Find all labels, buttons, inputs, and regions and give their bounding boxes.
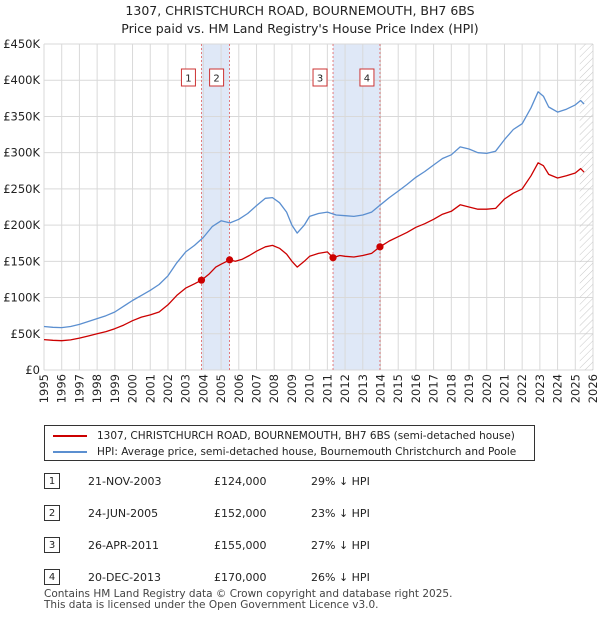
y-tick-label: £50K xyxy=(11,327,41,341)
y-tick-label: £0 xyxy=(25,363,40,377)
x-tick-label: 2020 xyxy=(480,374,494,403)
sale-hpi-diff: 26% ↓ HPI xyxy=(311,571,370,584)
x-tick-label: 2017 xyxy=(427,374,441,403)
x-tick-label: 2022 xyxy=(515,374,529,403)
x-tick-label: 2010 xyxy=(303,374,317,403)
x-tick-label: 1998 xyxy=(90,374,104,403)
sale-price: £152,000 xyxy=(214,507,267,520)
sale-price: £124,000 xyxy=(214,475,267,488)
sale-hpi-diff: 29% ↓ HPI xyxy=(311,475,370,488)
x-tick-label: 2009 xyxy=(285,374,299,403)
legend-swatch-blue xyxy=(53,451,87,453)
x-tick-label: 2016 xyxy=(409,374,423,403)
sale-number-badge: 4 xyxy=(44,569,60,585)
sale-price: £170,000 xyxy=(214,571,267,584)
sale-marker xyxy=(225,256,234,264)
x-tick-label: 2004 xyxy=(196,374,210,403)
y-tick-label: £150K xyxy=(3,254,40,268)
x-tick-label: 2021 xyxy=(497,374,511,403)
sale-marker xyxy=(376,243,384,251)
sale-label-box xyxy=(209,68,225,87)
chart-title: 1307, CHRISTCHURCH ROAD, BOURNEMOUTH, BH… xyxy=(0,2,600,38)
x-tick-label: 2007 xyxy=(250,374,264,403)
sale-row: 2 24-JUN-2005 £152,000 23% ↓ HPI xyxy=(44,504,444,524)
x-tick-label: 2015 xyxy=(391,374,405,403)
sale-label-number: 3 xyxy=(317,74,323,85)
x-tick-label: 2002 xyxy=(161,374,175,403)
sale-row: 1 21-NOV-2003 £124,000 29% ↓ HPI xyxy=(44,472,444,492)
sale-marker xyxy=(329,254,337,262)
y-tick-label: £250K xyxy=(3,182,40,196)
x-tick-label: 2008 xyxy=(267,374,281,403)
y-tick-label: £450K xyxy=(3,37,40,51)
holding-period-band xyxy=(201,44,230,370)
sale-row: 3 26-APR-2011 £155,000 27% ↓ HPI xyxy=(44,536,444,556)
y-tick-label: £100K xyxy=(3,291,40,305)
sale-number-badge: 2 xyxy=(44,505,60,521)
sale-hpi-diff: 27% ↓ HPI xyxy=(311,539,370,552)
x-tick-label: 2024 xyxy=(551,374,565,403)
x-tick-label: 2000 xyxy=(126,374,140,403)
price-chart: 1 2 3 4 £0 £50K £100K £150K £200K £250K £300K £350… xyxy=(3,37,600,403)
sale-date: 26-APR-2011 xyxy=(88,539,160,552)
x-tick-label: 2025 xyxy=(568,374,582,403)
x-tick-label: 2013 xyxy=(356,374,370,403)
property-price-line xyxy=(43,162,585,342)
sale-label-number: 2 xyxy=(213,74,219,85)
y-tick-label: £200K xyxy=(3,218,40,232)
x-tick-label: 2003 xyxy=(179,374,193,403)
x-tick-label: 1995 xyxy=(37,374,51,403)
y-tick-label: £400K xyxy=(3,73,40,87)
x-tick-label: 2006 xyxy=(232,374,246,403)
x-tick-label: 1996 xyxy=(55,374,69,403)
sale-date: 21-NOV-2003 xyxy=(88,475,162,488)
footer-licence: This data is licensed under the Open Gov… xyxy=(44,599,379,611)
legend-swatch-red xyxy=(53,435,87,437)
footer-copyright: Contains HM Land Registry data © Crown c… xyxy=(44,588,453,600)
sale-hpi-diff: 23% ↓ HPI xyxy=(311,507,370,520)
x-tick-label: 2019 xyxy=(462,374,476,403)
x-tick-label: 2011 xyxy=(320,374,334,403)
forecast-hatch xyxy=(579,44,593,370)
x-tick-label: 1997 xyxy=(72,374,86,403)
x-tick-label: 1999 xyxy=(108,374,122,403)
sale-label-box xyxy=(312,68,328,87)
chart-title-line2: Price paid vs. HM Land Registry's House … xyxy=(121,21,479,36)
sale-date: 24-JUN-2005 xyxy=(88,507,159,520)
x-tick-label: 2014 xyxy=(374,374,388,403)
x-tick-label: 2023 xyxy=(533,374,547,403)
x-tick-label: 2018 xyxy=(444,374,458,403)
sale-number-badge: 3 xyxy=(44,537,60,553)
hpi-line xyxy=(43,91,585,329)
x-tick-label: 2001 xyxy=(143,374,157,403)
footer: Contains HM Land Registry data © Crown c… xyxy=(44,589,452,611)
sale-label-number: 1 xyxy=(185,74,191,85)
chart-title-line1: 1307, CHRISTCHURCH ROAD, BOURNEMOUTH, BH… xyxy=(125,3,475,18)
sale-number-badge: 1 xyxy=(44,473,60,489)
sale-price: £155,000 xyxy=(214,539,267,552)
sale-marker xyxy=(197,276,206,284)
sale-label-box xyxy=(180,68,196,87)
legend: 1307, CHRISTCHURCH ROAD, BOURNEMOUTH, BH… xyxy=(44,425,535,461)
y-tick-label: £350K xyxy=(3,109,40,123)
legend-item-hpi: HPI: Average price, semi-detached house,… xyxy=(53,444,516,460)
legend-label-hpi: HPI: Average price, semi-detached house,… xyxy=(97,446,517,458)
sale-label-box xyxy=(359,68,375,87)
legend-label-property: 1307, CHRISTCHURCH ROAD, BOURNEMOUTH, BH… xyxy=(97,430,515,442)
x-tick-label: 2026 xyxy=(586,374,600,403)
sale-label-number: 4 xyxy=(364,74,370,85)
sale-date: 20-DEC-2013 xyxy=(88,571,162,584)
x-tick-label: 2012 xyxy=(338,374,352,403)
holding-period-band xyxy=(333,44,380,370)
x-tick-label: 2005 xyxy=(214,374,228,403)
legend-item-property: 1307, CHRISTCHURCH ROAD, BOURNEMOUTH, BH… xyxy=(53,428,515,444)
sale-row: 4 20-DEC-2013 £170,000 26% ↓ HPI xyxy=(44,568,444,588)
y-tick-label: £300K xyxy=(3,146,40,160)
